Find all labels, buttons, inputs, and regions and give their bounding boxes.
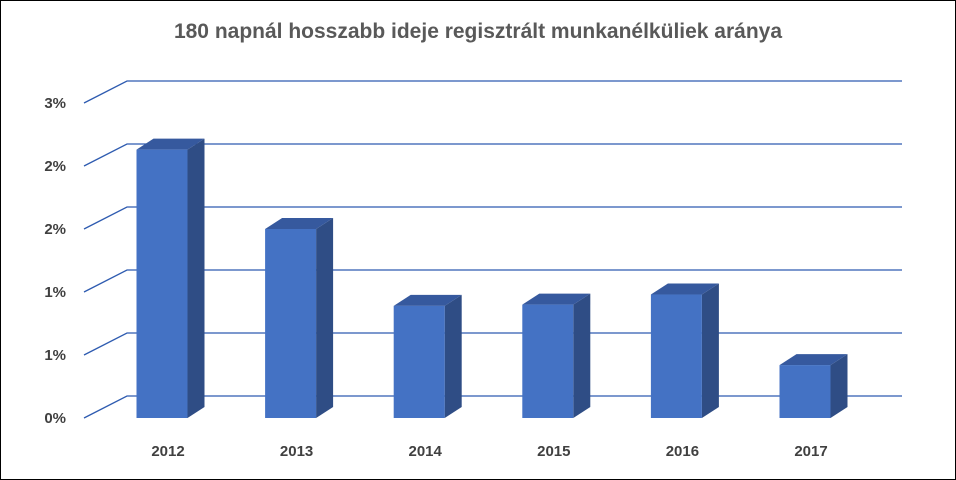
bar-top [393,294,462,306]
bar [136,149,188,418]
bar [779,365,831,418]
gridline [83,206,902,230]
gridline [83,80,902,104]
bar-top [265,218,334,229]
y-tick-label: 2% [44,221,66,238]
bar [522,304,574,418]
bar-side [444,294,462,418]
x-tick-label: 2017 [794,443,827,460]
gridline [83,143,902,167]
y-tick-label: 1% [44,284,66,301]
bar-side [830,354,848,418]
bar-top [136,138,205,150]
bar-side [187,138,205,418]
gridline [83,332,902,356]
gridline [83,269,902,293]
x-tick-label: 2016 [666,443,699,460]
bar [265,229,317,418]
y-tick-label: 0% [44,410,66,427]
y-tick-label: 2% [44,158,66,175]
y-tick-label: 3% [44,95,66,112]
x-tick-label: 2013 [280,443,313,460]
gridline [83,395,902,419]
bar [393,305,445,418]
x-tick-label: 2012 [151,443,184,460]
bar-side [701,283,719,418]
bar-top [650,283,719,295]
y-tick-label: 1% [44,347,66,364]
bar-top [779,354,848,366]
bar-top [522,293,591,305]
chart-title: 180 napnál hosszabb ideje regisztrált mu… [173,20,783,43]
bar-side [316,218,334,418]
bar-side [573,293,591,418]
x-tick-label: 2015 [537,443,570,460]
bar [650,294,702,418]
x-tick-label: 2014 [409,443,443,460]
